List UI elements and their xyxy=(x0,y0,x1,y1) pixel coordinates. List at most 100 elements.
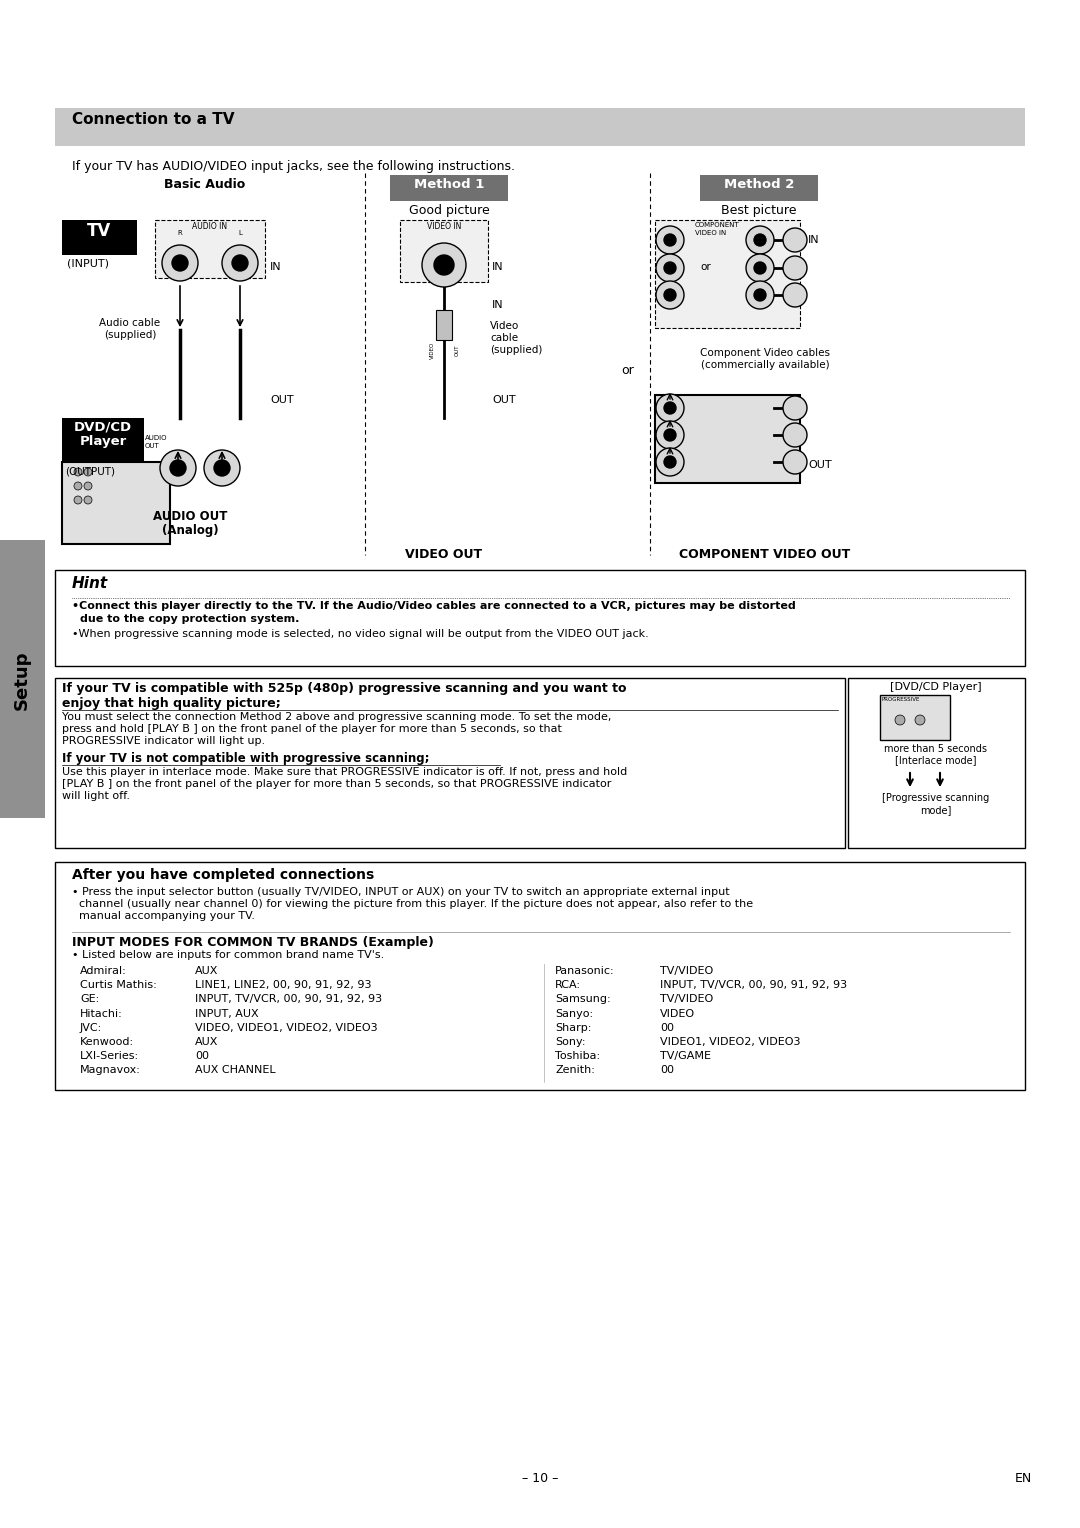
Bar xyxy=(700,176,818,202)
Circle shape xyxy=(895,715,905,724)
Text: [PLAY B ] on the front panel of the player for more than 5 seconds, so that PROG: [PLAY B ] on the front panel of the play… xyxy=(62,779,611,788)
Circle shape xyxy=(783,228,807,252)
Text: VIDEO IN: VIDEO IN xyxy=(696,231,726,235)
Circle shape xyxy=(160,451,195,486)
Text: IN: IN xyxy=(270,261,282,272)
Text: •Connect this player directly to the TV. If the Audio/Video cables are connected: •Connect this player directly to the TV.… xyxy=(72,601,796,611)
Text: or: or xyxy=(700,261,711,272)
Text: L: L xyxy=(238,231,242,235)
Text: Zenith:: Zenith: xyxy=(555,1065,595,1076)
Text: AUX: AUX xyxy=(195,966,218,976)
Bar xyxy=(62,419,144,461)
Text: Admiral:: Admiral: xyxy=(80,966,126,976)
Circle shape xyxy=(783,396,807,420)
Text: IN: IN xyxy=(808,235,820,244)
Text: •When progressive scanning mode is selected, no video signal will be output from: •When progressive scanning mode is selec… xyxy=(72,630,649,639)
Circle shape xyxy=(656,226,684,254)
Text: VIDEO1, VIDEO2, VIDEO3: VIDEO1, VIDEO2, VIDEO3 xyxy=(660,1038,800,1047)
Circle shape xyxy=(84,468,92,477)
Text: manual accompanying your TV.: manual accompanying your TV. xyxy=(72,911,255,921)
Bar xyxy=(55,678,845,848)
Bar xyxy=(654,396,800,483)
Text: VIDEO: VIDEO xyxy=(660,1008,696,1019)
Text: DVD/CD: DVD/CD xyxy=(73,420,132,432)
Circle shape xyxy=(754,234,766,246)
Text: PROGRESSIVE indicator will light up.: PROGRESSIVE indicator will light up. xyxy=(62,736,265,746)
Text: COMPONENT VIDEO OUT: COMPONENT VIDEO OUT xyxy=(679,549,851,561)
Text: COMPONENT: COMPONENT xyxy=(696,222,740,228)
Text: OUT: OUT xyxy=(145,443,160,449)
Text: VIDEO, VIDEO1, VIDEO2, VIDEO3: VIDEO, VIDEO1, VIDEO2, VIDEO3 xyxy=(195,1022,378,1033)
Text: LINE1, LINE2, 00, 90, 91, 92, 93: LINE1, LINE2, 00, 90, 91, 92, 93 xyxy=(195,979,372,990)
Circle shape xyxy=(664,429,676,442)
Circle shape xyxy=(75,468,82,477)
Circle shape xyxy=(664,402,676,414)
Circle shape xyxy=(656,254,684,283)
Bar xyxy=(848,678,1025,848)
Text: Samsung:: Samsung: xyxy=(555,995,610,1004)
Circle shape xyxy=(754,261,766,274)
Bar xyxy=(55,108,1025,147)
Text: will light off.: will light off. xyxy=(62,792,130,801)
Circle shape xyxy=(664,289,676,301)
Bar xyxy=(145,443,200,451)
Text: Method 1: Method 1 xyxy=(414,177,484,191)
Text: INPUT, AUX: INPUT, AUX xyxy=(195,1008,258,1019)
Circle shape xyxy=(84,481,92,490)
Circle shape xyxy=(783,283,807,307)
Text: JVC:: JVC: xyxy=(80,1022,103,1033)
Bar xyxy=(436,310,453,341)
Circle shape xyxy=(204,451,240,486)
Circle shape xyxy=(162,244,198,281)
Circle shape xyxy=(656,422,684,449)
Text: 00: 00 xyxy=(195,1051,210,1062)
Text: Sony:: Sony: xyxy=(555,1038,585,1047)
Text: VIDEO OUT: VIDEO OUT xyxy=(405,549,483,561)
Text: Hitachi:: Hitachi: xyxy=(80,1008,123,1019)
Text: Best picture: Best picture xyxy=(721,205,797,217)
Text: [Interlace mode]: [Interlace mode] xyxy=(895,755,976,766)
Text: 00: 00 xyxy=(660,1022,674,1033)
Text: AUDIO: AUDIO xyxy=(145,435,167,442)
Text: – 10 –: – 10 – xyxy=(522,1471,558,1485)
Text: OUT: OUT xyxy=(270,396,294,405)
Bar xyxy=(400,220,488,283)
Text: (Analog): (Analog) xyxy=(162,524,218,536)
Circle shape xyxy=(783,451,807,474)
Text: AUDIO IN: AUDIO IN xyxy=(192,222,228,231)
Text: LXI-Series:: LXI-Series: xyxy=(80,1051,139,1062)
Text: IN: IN xyxy=(492,299,503,310)
Circle shape xyxy=(214,460,230,477)
Bar xyxy=(55,570,1025,666)
Text: INPUT MODES FOR COMMON TV BRANDS (Example): INPUT MODES FOR COMMON TV BRANDS (Exampl… xyxy=(72,937,434,949)
Text: Hint: Hint xyxy=(72,576,108,591)
Circle shape xyxy=(434,255,454,275)
Text: [Progressive scanning: [Progressive scanning xyxy=(882,793,989,804)
Circle shape xyxy=(656,281,684,309)
Text: mode]: mode] xyxy=(920,805,951,814)
Bar xyxy=(880,695,950,740)
Circle shape xyxy=(75,497,82,504)
Text: Audio cable
(supplied): Audio cable (supplied) xyxy=(99,318,161,339)
Text: Basic Audio: Basic Audio xyxy=(164,177,245,191)
Bar xyxy=(55,862,1025,1089)
Text: If your TV has AUDIO/VIDEO input jacks, see the following instructions.: If your TV has AUDIO/VIDEO input jacks, … xyxy=(72,160,515,173)
Bar xyxy=(62,220,137,255)
Text: • Listed below are inputs for common brand name TV's.: • Listed below are inputs for common bra… xyxy=(72,950,384,960)
Bar xyxy=(654,220,800,329)
Text: Good picture: Good picture xyxy=(408,205,489,217)
Text: Use this player in interlace mode. Make sure that PROGRESSIVE indicator is off. : Use this player in interlace mode. Make … xyxy=(62,767,627,778)
Circle shape xyxy=(915,715,924,724)
Text: AUDIO OUT: AUDIO OUT xyxy=(152,510,227,523)
Text: or: or xyxy=(622,364,634,376)
Text: Connection to a TV: Connection to a TV xyxy=(72,112,234,127)
Bar xyxy=(62,461,170,544)
Text: If your TV is compatible with 525p (480p) progressive scanning and you want to: If your TV is compatible with 525p (480p… xyxy=(62,681,626,695)
Circle shape xyxy=(422,243,465,287)
Text: TV/GAME: TV/GAME xyxy=(660,1051,711,1062)
Bar xyxy=(156,220,265,278)
Text: TV: TV xyxy=(86,222,111,240)
Text: R: R xyxy=(177,231,183,235)
Text: INPUT, TV/VCR, 00, 90, 91, 92, 93: INPUT, TV/VCR, 00, 90, 91, 92, 93 xyxy=(195,995,382,1004)
Circle shape xyxy=(232,255,248,270)
